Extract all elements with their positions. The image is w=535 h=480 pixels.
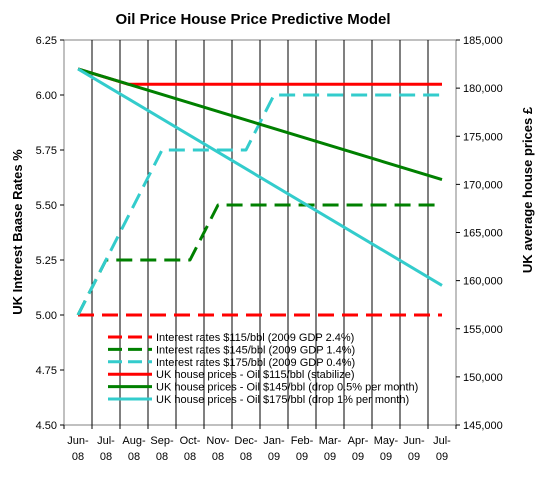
y-axis-right: 145,000 150,000 155,000 160,000 165,000 170,0… [456,35,503,432]
chart-title: Oil Price House Price Predictive Model [115,11,390,28]
y2-tick-label: 170,000 [463,179,503,191]
y2-axis-label: UK average house prices £ [520,106,535,273]
series-line-5 [77,67,443,182]
x-tick-label: 08 [100,451,112,463]
x-tick-label: 09 [324,451,336,463]
x-tick-label: 08 [212,451,224,463]
x-tick-label: Apr- [348,435,369,447]
x-axis: Jun- 08 Jul- 08 Aug- 08 Sep- 08 Oct- 08 Nov- 08 Dec-… [63,425,457,463]
legend-entry-2: Interest rates $145/bbl (2009 GDP 1.4%) [156,344,355,356]
x-tick-label: Nov- [206,435,230,447]
y2-tick-label: 185,000 [463,35,503,47]
y2-tick-label: 165,000 [463,228,503,240]
grid-lines [91,40,429,425]
legend-entry-1: Interest rates $115/bbl (2009 GDP 2.4%) [156,332,354,344]
x-tick-label: Jun- [403,435,425,447]
y2-tick-label: 160,000 [463,276,503,288]
x-tick-label: 09 [296,451,308,463]
y2-tick-label: 175,000 [463,131,503,143]
x-tick-label: Aug- [122,435,146,447]
x-tick-label: 08 [240,451,252,463]
series-line-3 [76,93,442,316]
x-tick-label: Jan- [263,435,285,447]
x-tick-label: Mar- [319,435,342,447]
y-axis-label: UK Interest Baase Rates % [10,149,25,315]
x-tick-label: 09 [352,451,364,463]
x-tick-label: Jul- [97,435,115,447]
y-tick-label: 6.25 [36,35,57,47]
x-tick-label: 09 [268,451,280,463]
x-tick-label: Jul- [433,435,451,447]
y-tick-label: 4.50 [36,420,57,432]
x-tick-label: Jun- [67,435,89,447]
x-tick-label: Dec- [234,435,258,447]
x-tick-label: 08 [156,451,168,463]
y-tick-label: 5.25 [36,255,57,267]
series-lines [76,67,443,317]
series-line-6 [77,67,443,287]
x-tick-label: Oct- [180,435,201,447]
x-tick-label: 08 [128,451,140,463]
y2-tick-label: 145,000 [463,420,503,432]
legend-entry-6: UK house prices - Oil $175/bbl (drop 1% … [156,394,409,406]
legend-entry-3: Interest rates $175/bbl (2009 GDP 0.4%) [156,357,355,369]
legend: Interest rates $115/bbl (2009 GDP 2.4%)I… [108,332,418,406]
y-axis-left: 4.50 4.75 5.00 5.25 5.50 5.75 6.00 6.25 [36,35,64,432]
legend-entry-5: UK house prices - Oil $145/bbl (drop 0.5… [156,382,418,394]
y2-tick-label: 180,000 [463,83,503,95]
x-tick-label: Sep- [150,435,174,447]
legend-entry-4: UK house prices - Oil $115/bbl (stabiliz… [156,369,355,381]
x-tick-label: 09 [436,451,448,463]
y2-tick-label: 150,000 [463,372,503,384]
y2-tick-label: 155,000 [463,324,503,336]
x-tick-label: 08 [184,451,196,463]
x-tick-label: 08 [72,451,84,463]
y-tick-label: 5.50 [36,200,57,212]
x-tick-label: 09 [408,451,420,463]
y-tick-label: 5.00 [36,310,57,322]
y-tick-label: 5.75 [36,145,57,157]
x-tick-label: May- [374,435,399,447]
x-tick-label: Feb- [291,435,314,447]
y-tick-label: 4.75 [36,365,57,377]
x-tick-label: 09 [380,451,392,463]
y-tick-label: 6.00 [36,90,57,102]
